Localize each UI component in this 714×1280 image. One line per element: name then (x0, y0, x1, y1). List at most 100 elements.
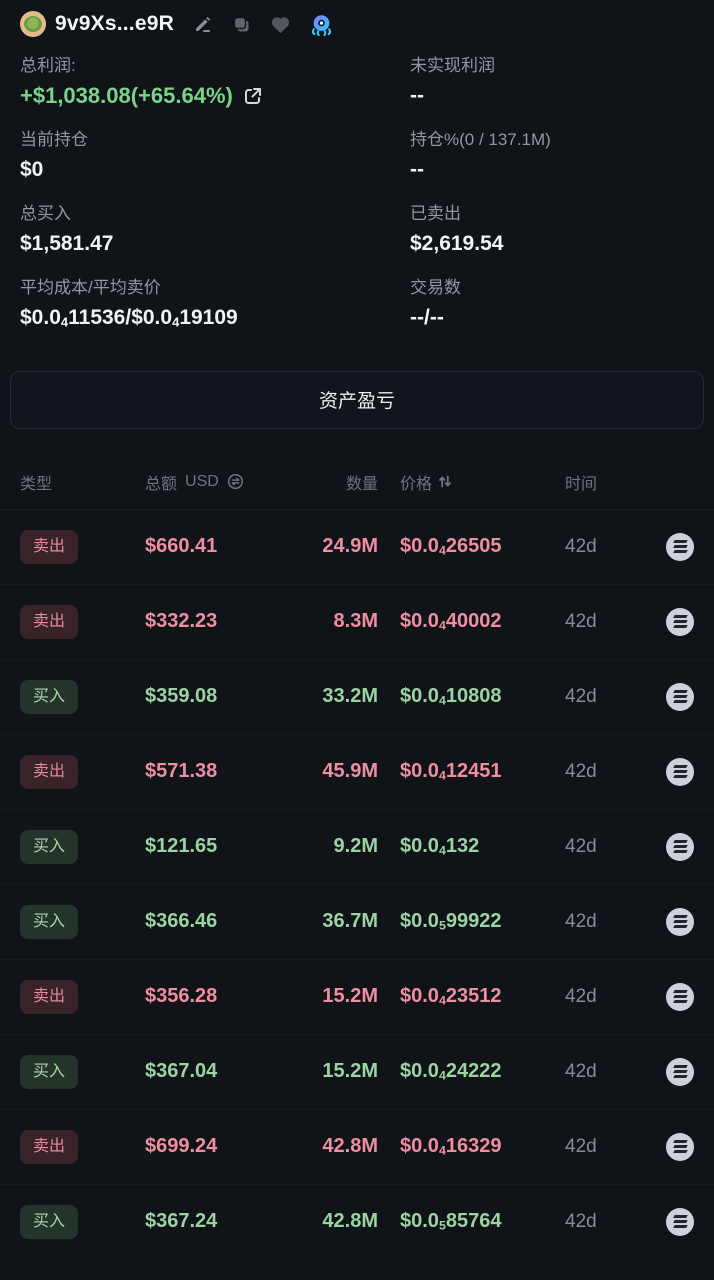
solana-icon[interactable] (666, 907, 694, 936)
stat-position-pct: 持仓%(0 / 137.1M) -- (357, 130, 694, 183)
stat-label: 总利润: (20, 56, 76, 75)
trade-type-badge: 卖出 (20, 529, 79, 564)
table-row: 卖出 $332.23 8.3M $0.0440002 42d (0, 585, 714, 660)
table-row: 卖出 $571.38 45.9M $0.0412451 42d (0, 735, 714, 810)
table-row: 买入 $121.65 9.2M $0.04132 42d (0, 810, 714, 885)
col-price-header: 价格 (400, 475, 433, 493)
trade-price: $0.0424222 (400, 1060, 502, 1083)
stat-total-profit: 总利润: +$1,038.08(+65.64%) (20, 56, 357, 109)
stat-total-bought: 总买入 $1,581.47 (20, 204, 357, 257)
table-row: 卖出 $699.24 42.8M $0.0416329 42d (0, 1110, 714, 1185)
avatar (20, 11, 46, 37)
trade-amount: 15.2M (322, 1060, 378, 1083)
trade-total: $699.24 (145, 1135, 218, 1158)
table-row: 买入 $359.08 33.2M $0.0410808 42d (0, 660, 714, 735)
stat-value: $2,619.54 (410, 232, 504, 255)
table-header-row: 类型 总额 USD 数量 价格 时间 (0, 455, 714, 510)
trade-price: $0.0426505 (400, 535, 502, 558)
table-row: 卖出 $660.41 24.9M $0.0426505 42d (0, 510, 714, 585)
trade-amount: 9.2M (333, 835, 378, 858)
trade-total: $356.28 (145, 985, 218, 1008)
octopus-icon[interactable] (310, 13, 333, 36)
trade-price: $0.0423512 (400, 985, 502, 1008)
solana-icon[interactable] (666, 1057, 694, 1086)
stat-avg-cost: 平均成本/平均卖价 $0.0411536/$0.0419109 (20, 278, 357, 336)
stat-value: -- (410, 84, 424, 107)
trade-time: 42d (565, 1060, 597, 1082)
trade-price: $0.0599922 (400, 910, 502, 933)
wallet-name: 9v9Xs...e9R (55, 12, 174, 35)
heart-icon[interactable] (270, 15, 291, 34)
solana-icon[interactable] (666, 1132, 694, 1161)
trade-type-badge: 买入 (20, 1054, 79, 1089)
stat-value: $0 (20, 158, 44, 181)
trade-time: 42d (565, 910, 597, 932)
asset-pnl-button[interactable]: 资产盈亏 (10, 370, 704, 429)
solana-icon[interactable] (666, 982, 694, 1011)
trade-price: $0.0410808 (400, 685, 502, 708)
stat-value: $1,581.47 (20, 232, 114, 255)
trade-total: $366.46 (145, 910, 218, 933)
stat-total-sold: 已卖出 $2,619.54 (357, 204, 694, 257)
trade-type-badge: 买入 (20, 904, 79, 939)
trade-total: $660.41 (145, 535, 218, 558)
stat-value: $0.0411536/$0.0419109 (20, 306, 238, 330)
table-row: 买入 $366.46 36.7M $0.0599922 42d (0, 885, 714, 960)
trade-time: 42d (565, 760, 597, 782)
stat-label: 当前持仓 (20, 130, 88, 149)
trades-table: 类型 总额 USD 数量 价格 时间 (0, 455, 714, 1259)
trade-time: 42d (565, 985, 597, 1007)
trade-amount: 42.8M (322, 1210, 378, 1233)
copy-icon[interactable] (232, 15, 251, 34)
trade-type-badge: 卖出 (20, 1129, 79, 1164)
solana-icon[interactable] (666, 607, 694, 636)
stat-label: 交易数 (410, 278, 461, 297)
solana-icon[interactable] (666, 682, 694, 711)
wallet-stats: 总利润: +$1,038.08(+65.64%) 未实现利润 -- 当前持仓 $… (0, 40, 714, 357)
stat-label: 总买入 (20, 204, 71, 223)
trade-price: $0.04132 (400, 835, 480, 858)
table-row: 买入 $367.04 15.2M $0.0424222 42d (0, 1035, 714, 1110)
trade-amount: 36.7M (322, 910, 378, 933)
trade-total: $332.23 (145, 610, 218, 633)
trade-price: $0.0412451 (400, 760, 502, 783)
pencil-icon[interactable] (193, 14, 213, 34)
stat-tx-count: 交易数 --/-- (357, 278, 694, 336)
stat-label: 平均成本/平均卖价 (20, 278, 161, 297)
stat-unrealized-profit: 未实现利润 -- (357, 56, 694, 109)
trade-time: 42d (565, 835, 597, 857)
price-sort-control[interactable]: 价格 (378, 470, 565, 494)
trade-total: $121.65 (145, 835, 218, 858)
trade-amount: 42.8M (322, 1135, 378, 1158)
trade-amount: 45.9M (322, 760, 378, 783)
stat-value: --/-- (410, 306, 444, 329)
trade-type-badge: 卖出 (20, 604, 79, 639)
table-body: 卖出 $660.41 24.9M $0.0426505 42d 卖出 $332.… (0, 510, 714, 1259)
trade-time: 42d (565, 685, 597, 707)
table-row: 卖出 $356.28 15.2M $0.0423512 42d (0, 960, 714, 1035)
solana-icon[interactable] (666, 757, 694, 786)
trade-time: 42d (565, 1210, 597, 1232)
trade-total: $571.38 (145, 760, 218, 783)
col-time-header: 时间 (565, 475, 598, 493)
solana-icon[interactable] (666, 832, 694, 861)
wallet-header: 9v9Xs...e9R (0, 0, 714, 40)
trade-type-badge: 买入 (20, 829, 79, 864)
col-currency-label: USD (185, 472, 219, 490)
stat-label: 已卖出 (410, 204, 461, 223)
solana-icon[interactable] (666, 1207, 694, 1236)
table-row: 买入 $367.24 42.8M $0.0585764 42d (0, 1185, 714, 1259)
trade-price: $0.0585764 (400, 1210, 502, 1233)
col-total-header: 总额 (145, 475, 178, 493)
currency-toggle-icon[interactable] (227, 473, 244, 490)
trade-total: $359.08 (145, 685, 218, 708)
trade-type-badge: 卖出 (20, 979, 79, 1014)
trade-type-badge: 卖出 (20, 754, 79, 789)
external-link-icon[interactable] (243, 86, 263, 106)
trade-time: 42d (565, 1135, 597, 1157)
stat-value: +$1,038.08(+65.64%) (20, 83, 233, 108)
trade-type-badge: 买入 (20, 1204, 79, 1239)
trade-amount: 24.9M (322, 535, 378, 558)
solana-icon[interactable] (666, 532, 694, 561)
col-type-header: 类型 (20, 475, 53, 493)
